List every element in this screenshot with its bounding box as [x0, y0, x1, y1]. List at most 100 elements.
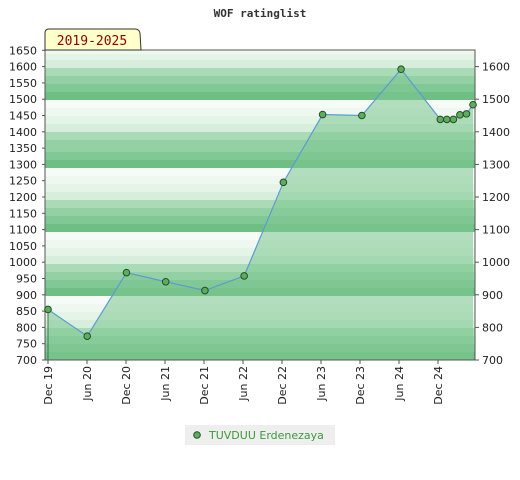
band: [45, 116, 475, 120]
x-tick-label: Dec 24: [432, 366, 445, 405]
band: [45, 228, 475, 232]
y-tick-label-right: 1100: [482, 224, 510, 237]
band: [45, 164, 475, 168]
x-tick-label: Jun 21: [159, 366, 172, 402]
data-point: [469, 100, 477, 109]
data-point: [318, 110, 327, 119]
series-line: [47, 68, 474, 338]
band: [45, 204, 475, 208]
data-point: [449, 115, 458, 124]
band: [45, 84, 475, 88]
y-tick-label: 800: [16, 321, 37, 334]
y-tick-label-right: 900: [482, 289, 503, 302]
band: [45, 184, 475, 188]
band: [45, 112, 475, 116]
x-tick-label: Jun 23: [315, 366, 328, 402]
y-tick-label: 1200: [9, 191, 37, 204]
x-tick-label: Dec 23: [354, 366, 367, 405]
y-tick-label: 1650: [9, 44, 37, 57]
band: [45, 60, 475, 64]
band: [45, 108, 475, 112]
band: [45, 196, 475, 200]
band: [45, 180, 475, 184]
data-point: [83, 332, 92, 341]
y-tick-label: 1550: [9, 77, 37, 90]
band: [45, 72, 475, 76]
band: [45, 100, 475, 104]
band: [45, 50, 475, 54]
band: [45, 96, 475, 100]
y-tick-label-right: 1500: [482, 93, 510, 106]
data-point: [358, 111, 366, 120]
band: [45, 148, 475, 152]
band: [45, 224, 475, 228]
plot-frame: [44, 49, 476, 361]
data-point: [462, 110, 471, 118]
band: [45, 104, 475, 108]
x-tick-label: Dec 21: [198, 366, 211, 405]
band: [45, 232, 475, 236]
x-axis: Dec 19 Jun 20 Dec 20 Jun 21 Dec 21 Jun 22 Dec …: [42, 360, 445, 405]
band: [45, 168, 475, 172]
band: [45, 176, 475, 180]
y-tick-label: 900: [16, 289, 37, 302]
y-tick-label: 1600: [9, 61, 37, 74]
data-point: [443, 115, 451, 124]
band: [45, 128, 475, 132]
x-tick-label: Dec 19: [42, 366, 55, 405]
band: [45, 216, 475, 220]
band: [45, 152, 475, 156]
band: [45, 80, 475, 84]
band: [45, 220, 475, 224]
period-badge-text: 2019-2025: [57, 34, 127, 49]
y-tick-label-right: 800: [482, 321, 503, 334]
band: [45, 172, 475, 176]
y-axis-left: 700 750 800 850 900 950 1000 1050 1100 1150 1200 12…: [9, 44, 45, 367]
data-point: [279, 178, 288, 187]
y-tick-label: 750: [16, 338, 37, 351]
data-point: [44, 305, 52, 314]
y-tick-label: 1100: [9, 224, 37, 237]
band: [45, 192, 475, 196]
y-tick-label-right: 1000: [482, 256, 510, 269]
band: [45, 144, 475, 148]
band: [45, 160, 475, 164]
data-point: [436, 115, 445, 124]
band: [45, 188, 475, 192]
y-tick-label: 1000: [9, 256, 37, 269]
band: [45, 76, 475, 80]
data-point: [201, 286, 209, 295]
y-tick-label-right: 1400: [482, 126, 510, 139]
band: [45, 92, 475, 96]
band: [45, 212, 475, 216]
y-tick-label: 1300: [9, 158, 37, 171]
x-tick-label: Dec 22: [276, 366, 289, 405]
y-tick-label-right: 1300: [482, 158, 510, 171]
x-tick-label: Jun 24: [393, 366, 406, 402]
band: [45, 120, 475, 124]
y-tick-label-right: 1200: [482, 191, 510, 204]
band: [45, 136, 475, 140]
band: [45, 88, 475, 92]
y-tick-label: 700: [16, 354, 37, 367]
data-point: [456, 111, 464, 119]
x-tick-label: Dec 20: [120, 366, 133, 405]
band: [45, 208, 475, 212]
legend-marker-icon: [193, 431, 201, 439]
y-tick-label: 1450: [9, 110, 37, 123]
band: [45, 200, 475, 204]
legend-series-label: TUVDUU Erdenezaya: [208, 429, 324, 442]
y-tick-label: 950: [16, 273, 37, 286]
y-tick-label-right: 1600: [482, 61, 510, 74]
x-tick-label: Jun 22: [237, 366, 250, 402]
legend: TUVDUU Erdenezaya: [185, 425, 335, 445]
data-point: [161, 277, 170, 286]
y-tick-label: 1500: [9, 93, 37, 106]
y-tick-label: 850: [16, 305, 37, 318]
y-tick-label-right: 700: [482, 354, 503, 367]
band: [45, 156, 475, 160]
y-tick-label: 1400: [9, 126, 37, 139]
y-tick-label: 1350: [9, 142, 37, 155]
y-axis-right: 700 800 900 1000 1100 1200 1300 1400 1500 1600: [475, 61, 510, 367]
